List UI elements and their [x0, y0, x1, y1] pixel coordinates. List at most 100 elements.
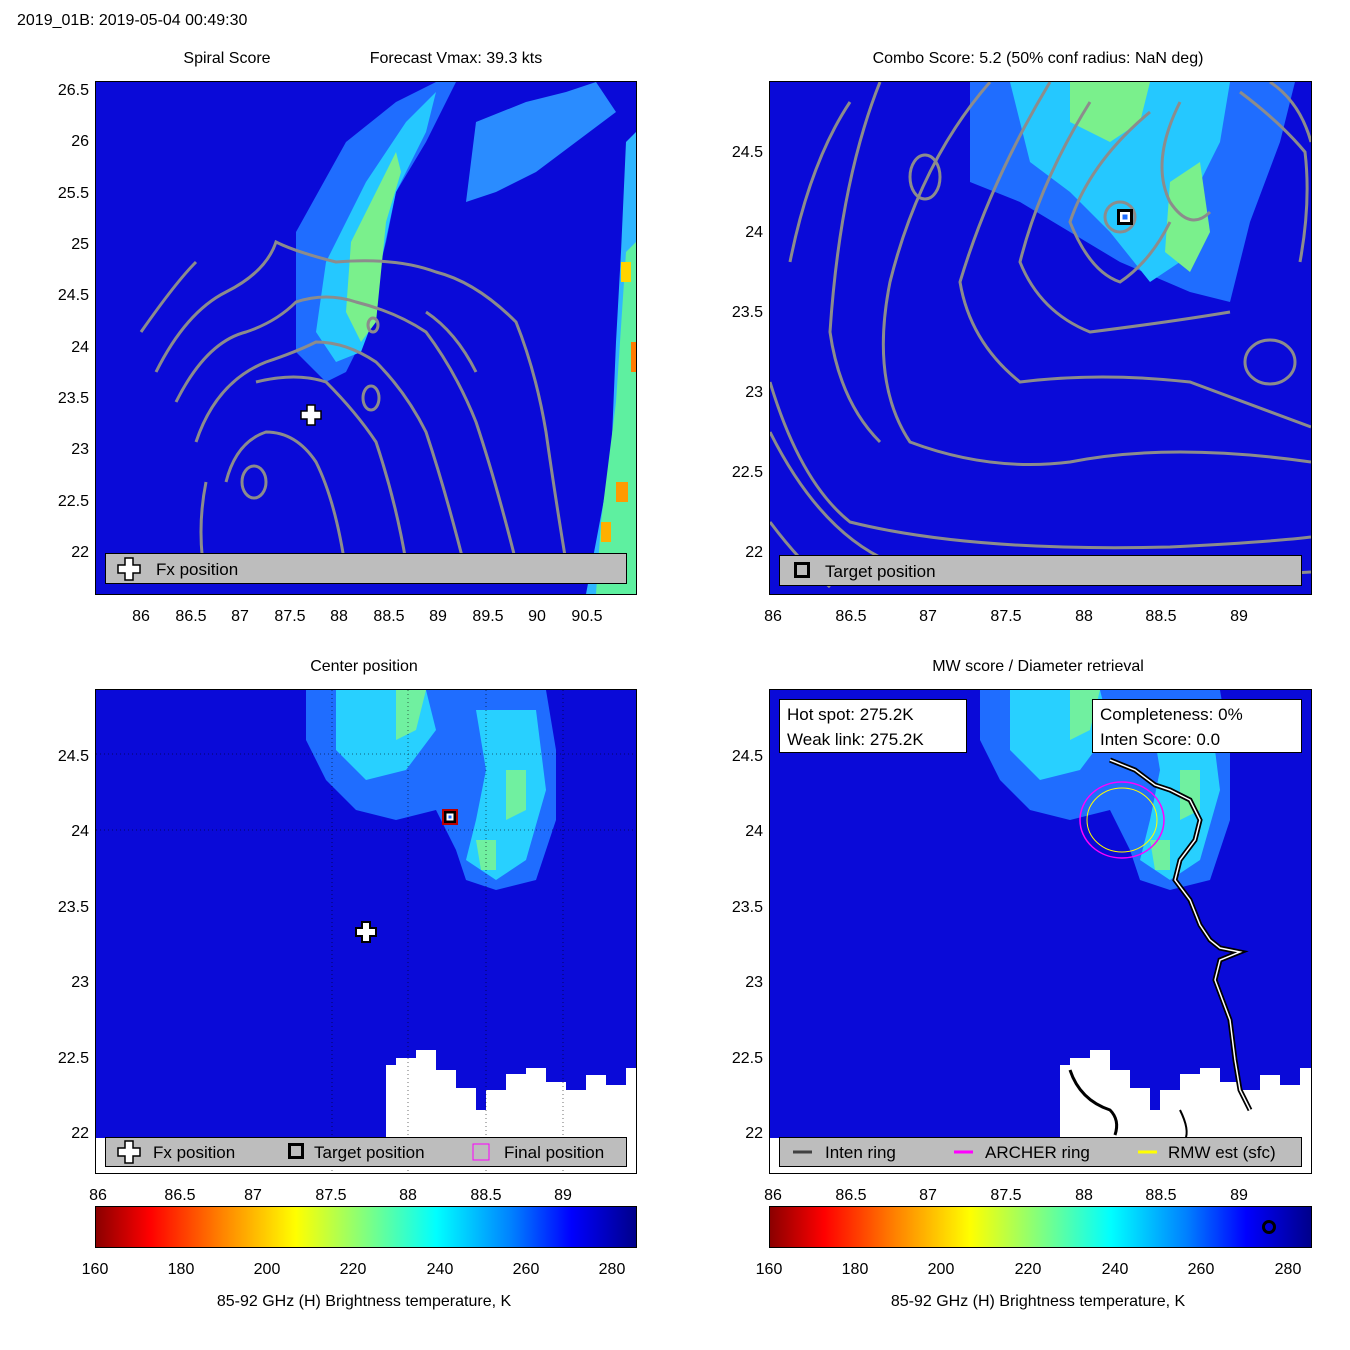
tick-label: 280: [1274, 1261, 1302, 1278]
final-position-icon: [472, 1143, 490, 1161]
tick-label: 22: [71, 1125, 89, 1142]
colorbar-left: [95, 1206, 637, 1248]
tick-label: 280: [598, 1261, 626, 1278]
tick-label: 86.5: [835, 1187, 867, 1204]
mw-title: MW score / Diameter retrieval: [932, 658, 1144, 675]
tick-label: 22.5: [57, 1050, 89, 1067]
tick-label: 89: [554, 1187, 572, 1204]
tick-label: 24.5: [731, 144, 763, 161]
legend-inten-label: Inten ring: [825, 1143, 896, 1162]
spiral-title: Spiral Score: [183, 50, 271, 67]
legend-fx-label: Fx position: [156, 560, 239, 579]
center-legend: Fx position Target position Final positi…: [105, 1137, 627, 1167]
tick-label: 88: [1075, 1187, 1093, 1204]
tick-label: 88: [330, 608, 348, 625]
tick-label: 89.5: [472, 608, 504, 625]
weak-link-value: Weak link: 275.2K: [787, 730, 924, 749]
tick-label: 87.5: [990, 608, 1022, 625]
completeness-value: Completeness: 0%: [1100, 705, 1243, 724]
tick-label: 23.5: [731, 304, 763, 321]
tick-label: 86: [132, 608, 150, 625]
combo-score-plot[interactable]: Target position: [769, 81, 1312, 595]
fx-position-icon: [117, 557, 141, 581]
contours: [139, 239, 568, 583]
tick-label: 180: [841, 1261, 869, 1278]
tick-label: 24: [71, 339, 89, 356]
tick-label: 86: [764, 608, 782, 625]
tick-label: 88.5: [1145, 1187, 1177, 1204]
tick-label: 26: [71, 133, 89, 150]
hot-spot-marker-icon: [1262, 1220, 1276, 1234]
tick-label: 87.5: [990, 1187, 1022, 1204]
tick-label: 24.5: [57, 748, 89, 765]
legend-target-label: Target position: [825, 562, 936, 581]
tick-label: 22: [745, 1125, 763, 1142]
tick-label: 90: [528, 608, 546, 625]
tick-label: 220: [339, 1261, 367, 1278]
right-band-core: [596, 242, 636, 594]
tick-label: 24.5: [731, 748, 763, 765]
mw-heatmap: [770, 690, 1311, 1173]
tick-label: 86.5: [175, 608, 207, 625]
rain-band-peak: [346, 152, 401, 342]
combo-heatmap: [770, 82, 1311, 589]
tick-label: 88: [1075, 608, 1093, 625]
tick-label: 89: [429, 608, 447, 625]
tick-label: 89: [1230, 1187, 1248, 1204]
tick-label: 240: [426, 1261, 454, 1278]
tick-label: 200: [253, 1261, 281, 1278]
archer-ring-icon: [954, 1150, 973, 1154]
legend-archer-label: ARCHER ring: [985, 1143, 1090, 1162]
tick-label: 86.5: [164, 1187, 196, 1204]
rmw-ring-icon: [1138, 1150, 1157, 1154]
tick-label: 25.5: [57, 185, 89, 202]
target-position-marker: [1117, 209, 1133, 225]
target-position-icon: [794, 562, 810, 578]
upper-band: [466, 82, 616, 202]
tick-label: 24: [745, 224, 763, 241]
tick-label: 90.5: [571, 608, 603, 625]
tick-label: 22: [71, 544, 89, 561]
tick-label: 22.5: [57, 493, 89, 510]
archer-ring: [1079, 781, 1165, 859]
forecast-vmax-label: Forecast Vmax: 39.3 kts: [369, 50, 543, 67]
mw-score-plot[interactable]: Hot spot: 275.2K Weak link: 275.2K Compl…: [769, 689, 1312, 1174]
spiral-heatmap: [139, 82, 636, 594]
colorbar-right-label: 85-92 GHz (H) Brightness temperature, K: [890, 1293, 1186, 1310]
tick-label: 86: [764, 1187, 782, 1204]
tick-label: 200: [927, 1261, 955, 1278]
tick-label: 180: [167, 1261, 195, 1278]
mw-legend: Inten ring ARCHER ring RMW est (sfc): [779, 1137, 1302, 1167]
colorbar-right: [769, 1206, 1312, 1248]
target-position-marker: [442, 809, 458, 825]
contours: [770, 82, 1311, 589]
tick-label: 86.5: [835, 608, 867, 625]
tick-label: 25: [71, 236, 89, 253]
inten-score-value: Inten Score: 0.0: [1100, 730, 1221, 749]
tick-label: 86: [89, 1187, 107, 1204]
rmw-ring: [1086, 787, 1158, 853]
spiral-score-plot[interactable]: Fx position: [95, 81, 637, 595]
tick-label: 23: [745, 974, 763, 991]
tick-label: 22.5: [731, 464, 763, 481]
fx-position-marker: [300, 404, 322, 426]
center-position-plot[interactable]: Fx position Target position Final positi…: [95, 689, 637, 1174]
tick-label: 23.5: [731, 899, 763, 916]
legend-rmw-label: RMW est (sfc): [1168, 1143, 1276, 1162]
tick-label: 88: [399, 1187, 417, 1204]
tick-label: 23: [745, 384, 763, 401]
legend-fx-label: Fx position: [153, 1143, 236, 1162]
tick-label: 87.5: [315, 1187, 347, 1204]
tick-label: 87: [919, 1187, 937, 1204]
tick-label: 23.5: [57, 390, 89, 407]
tick-label: 160: [755, 1261, 783, 1278]
completeness-box: Completeness: 0% Inten Score: 0.0: [1092, 699, 1302, 753]
tick-label: 240: [1101, 1261, 1129, 1278]
tick-label: 220: [1014, 1261, 1042, 1278]
center-heatmap: [96, 690, 636, 1173]
tick-label: 87: [231, 608, 249, 625]
combo-title: Combo Score: 5.2 (50% conf radius: NaN d…: [872, 50, 1204, 67]
tick-label: 89: [1230, 608, 1248, 625]
tick-label: 88.5: [373, 608, 405, 625]
rain-band-peak: [1070, 82, 1150, 142]
